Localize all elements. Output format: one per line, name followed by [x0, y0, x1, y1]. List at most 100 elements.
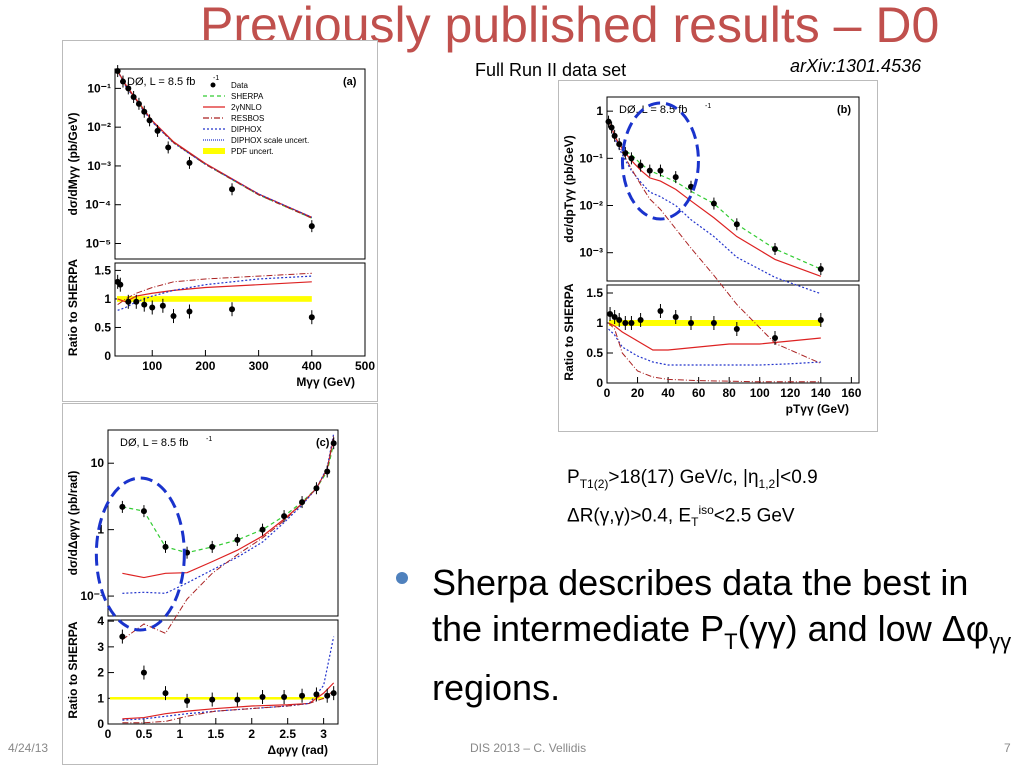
- y-tick-label: 10⁻²: [87, 120, 111, 134]
- plot-panel-c: dσ/dΔφγγ (pb/rad) Ratio to SHERPA DØ, L = …: [62, 403, 378, 765]
- data-point: [135, 100, 142, 107]
- subtitle: Full Run II data set: [475, 60, 627, 80]
- x-axis-title: Δφγγ (rad): [267, 743, 328, 757]
- ratio-point: [209, 696, 216, 703]
- bullet-part: regions.: [432, 667, 561, 709]
- ratio-point: [672, 314, 679, 320]
- x-tick-label: 100: [142, 359, 162, 373]
- cuts-line-2: ΔR(γ,γ)>0.4, ETiso<2.5 GeV: [567, 497, 818, 535]
- data-point: [154, 127, 161, 134]
- panel-letter: (c): [316, 437, 330, 449]
- cut-sub: T: [691, 514, 699, 529]
- cut-sub: 1,2: [758, 476, 776, 491]
- ratio-point: [186, 308, 193, 315]
- ratio-nnlo-curve: [608, 322, 821, 351]
- y-axis-title: dσ/dΔφγγ (pb/rad): [66, 471, 80, 576]
- plot-b-svg: dσ/dpTγγ (pb/GeV) Ratio to SHERPA DØ, L = …: [562, 96, 862, 416]
- ratio-point: [817, 317, 824, 323]
- page-number: 7: [1004, 741, 1011, 755]
- ratio-resbos-curve: [608, 322, 821, 383]
- data-point: [209, 543, 216, 550]
- diphox-curve: [122, 433, 335, 594]
- data-point: [119, 78, 126, 85]
- data-point: [657, 167, 664, 174]
- y-tick-label: 10: [91, 456, 105, 470]
- data-point: [605, 118, 612, 125]
- data-point: [130, 93, 137, 100]
- ratio-point: [140, 669, 147, 676]
- ratio-resbos-curve: [117, 272, 312, 306]
- ratio-point: [281, 694, 288, 700]
- x-tick-label: 60: [692, 386, 706, 400]
- legend-marker: [203, 148, 225, 154]
- sherpa-curve: [122, 443, 335, 554]
- ratio-point: [162, 690, 169, 697]
- sherpa-curve: [607, 121, 822, 270]
- ratio-diphox-curve: [122, 636, 335, 721]
- ratio-point: [133, 298, 140, 305]
- x-tick-label: 80: [723, 386, 737, 400]
- plot-panel-b: dσ/dpTγγ (pb/GeV) Ratio to SHERPA DØ, L = …: [558, 80, 878, 432]
- ratio-tick-label: 1.5: [586, 286, 603, 300]
- data-point: [622, 149, 629, 156]
- cut-text: ΔR(γ,γ)>0.4, E: [567, 505, 692, 527]
- bullet-part: (γγ) and low Δφ: [737, 608, 990, 649]
- plot-a-svg: dσ/dMγγ (pb/GeV) Ratio to SHERPA DØ, L = 8…: [66, 65, 375, 389]
- data-point: [165, 144, 172, 151]
- pdf-band: [110, 697, 324, 700]
- ratio-diphox-curve: [117, 275, 312, 311]
- cut-text: >18(17) GeV/c, |η: [608, 467, 759, 488]
- ratio-point: [141, 301, 148, 308]
- x-tick-label: 1: [177, 727, 184, 741]
- ratio-point: [313, 691, 320, 698]
- selection-cuts: PT1(2)>18(17) GeV/c, |η1,2|<0.9 ΔR(γ,γ)>…: [567, 465, 818, 535]
- ratio-point: [616, 317, 623, 323]
- ratio-axis-title: Ratio to SHERPA: [66, 621, 80, 718]
- x-tick-label: 400: [302, 359, 322, 373]
- data-point: [817, 266, 824, 273]
- y-axis-title: dσ/dpTγγ (pb/GeV): [562, 135, 576, 243]
- ratio-point: [657, 308, 664, 314]
- data-point: [162, 543, 169, 550]
- cut-sub: T1(2): [579, 476, 609, 491]
- footer-center: DIS 2013 – C. Vellidis: [470, 741, 587, 755]
- legend-label: DIPHOX scale uncert.: [231, 136, 309, 145]
- bullet-text: Sherpa describes data the best in the in…: [432, 560, 1012, 711]
- y-tick-label: 10⁻¹: [579, 151, 603, 165]
- ratio-point: [622, 320, 629, 326]
- data-point: [772, 245, 778, 252]
- ratio-point: [324, 692, 331, 699]
- ratio-point: [234, 696, 241, 703]
- ratio-tick-label: 0.5: [586, 346, 603, 360]
- ratio-point: [299, 692, 306, 699]
- cut-text: <2.5 GeV: [713, 505, 795, 527]
- resbos-curve: [608, 121, 822, 364]
- data-point: [733, 221, 740, 228]
- ratio-tick-label: 0: [104, 349, 111, 363]
- panel-letter: (a): [343, 76, 357, 88]
- ratio-tick-label: 0: [596, 376, 603, 390]
- x-tick-label: 2: [248, 727, 255, 741]
- data-point: [308, 223, 315, 230]
- data-point: [281, 513, 288, 520]
- ratio-tick-label: 3: [97, 640, 104, 654]
- data-point: [710, 200, 717, 207]
- ratio-tick-label: 1.5: [94, 263, 111, 277]
- legend-label: RESBOS: [231, 114, 264, 123]
- footer-date: 4/24/13: [8, 741, 49, 755]
- data-point: [628, 155, 635, 162]
- data-point: [611, 132, 618, 139]
- ratio-tick-label: 2: [97, 666, 104, 680]
- y-tick-label: 10⁻³: [87, 159, 111, 173]
- ratio-frame: [107, 619, 339, 725]
- ratio-point: [117, 281, 124, 288]
- data-point: [234, 536, 241, 543]
- data-point: [616, 141, 623, 148]
- ratio-tick-label: 1: [97, 691, 104, 705]
- data-point: [125, 85, 132, 92]
- ratio-point: [149, 304, 156, 311]
- x-tick-label: 120: [780, 386, 800, 400]
- data-point: [672, 174, 679, 181]
- ratio-frame: [606, 284, 860, 384]
- cut-sup: iso: [698, 502, 714, 517]
